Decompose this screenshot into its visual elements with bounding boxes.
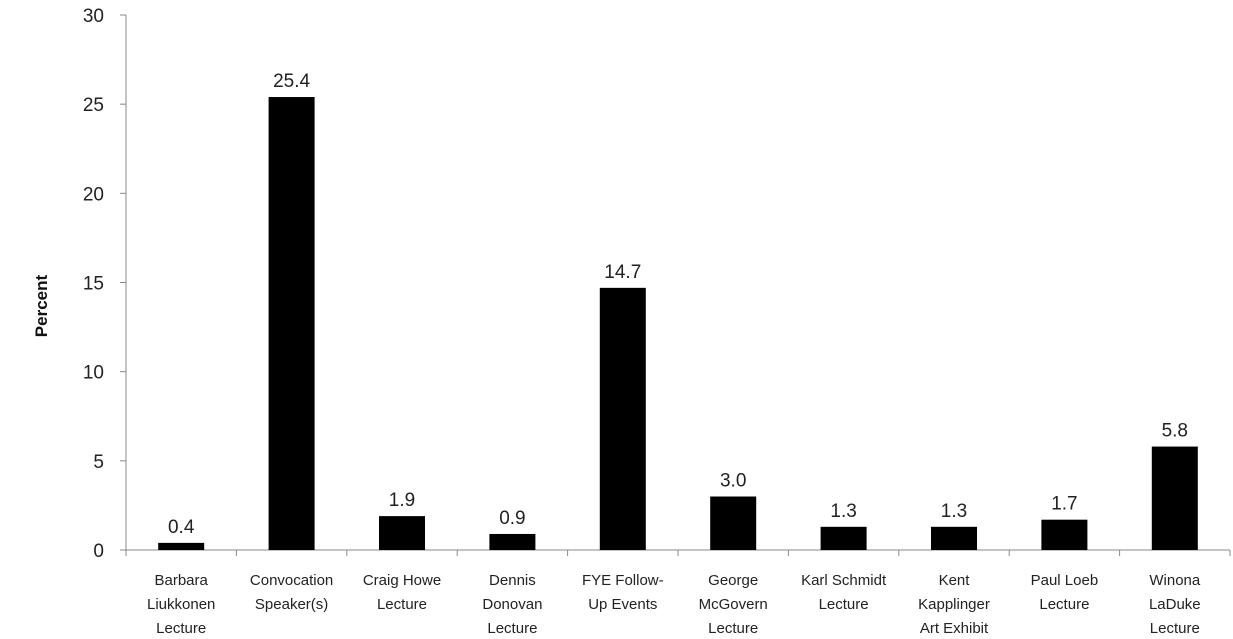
data-label: 1.3 (830, 501, 856, 522)
y-tick-label: 10 (83, 363, 104, 384)
bar (820, 526, 867, 550)
y-tick-label: 30 (83, 6, 104, 27)
bar (158, 542, 205, 550)
category-label: FYE Follow-Up Events (582, 572, 664, 613)
y-tick-label: 5 (93, 452, 104, 473)
bar (268, 97, 315, 551)
category-label: Winona LaDuke Lecture (1149, 572, 1201, 637)
category-label: Paul Loeb Lecture (1031, 572, 1099, 613)
category-label: Convocation Speaker(s) (250, 572, 333, 613)
bars (158, 97, 1198, 551)
bar (599, 287, 646, 550)
y-tick-label: 20 (83, 184, 104, 205)
y-tick-label: 25 (83, 95, 104, 116)
data-label: 1.9 (389, 490, 415, 511)
data-label: 0.9 (499, 508, 525, 529)
data-label: 14.7 (604, 262, 641, 283)
category-label: Dennis Donovan Lecture (482, 572, 542, 637)
y-tick-label: 0 (93, 541, 104, 562)
data-label: 25.4 (273, 71, 310, 92)
y-ticks: 0 5 10 15 20 25 30 (83, 6, 126, 562)
data-labels: 0.4 25.4 1.9 0.9 14.7 3.0 1.3 1.3 1.7 5.8 (168, 71, 1188, 538)
bar (489, 533, 536, 550)
category-labels: Barbara Liukkonen Lecture Convocation Speake… (147, 572, 1201, 637)
data-label: 3.0 (720, 471, 746, 492)
y-axis-title: Percent (32, 274, 51, 337)
bar (710, 496, 757, 550)
category-label: George McGovern Lecture (699, 572, 768, 637)
y-tick-label: 15 (83, 274, 104, 295)
category-label: Kent Kapplinger Art Exhibit (918, 572, 990, 637)
category-label: Karl Schmidt Lecture (801, 572, 887, 613)
data-label: 5.8 (1162, 421, 1188, 442)
category-label: Barbara Liukkonen Lecture (147, 572, 215, 637)
bar (931, 526, 977, 550)
bar (379, 516, 425, 550)
data-label: 0.4 (168, 517, 195, 538)
data-label: 1.3 (941, 501, 967, 522)
bar (1151, 446, 1198, 550)
bar (1041, 519, 1088, 550)
category-label: Craig Howe Lecture (363, 572, 441, 613)
data-label: 1.7 (1051, 494, 1077, 515)
